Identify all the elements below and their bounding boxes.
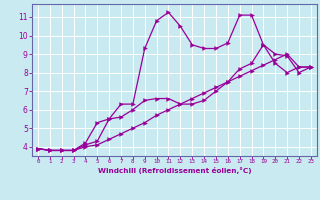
X-axis label: Windchill (Refroidissement éolien,°C): Windchill (Refroidissement éolien,°C): [98, 167, 251, 174]
